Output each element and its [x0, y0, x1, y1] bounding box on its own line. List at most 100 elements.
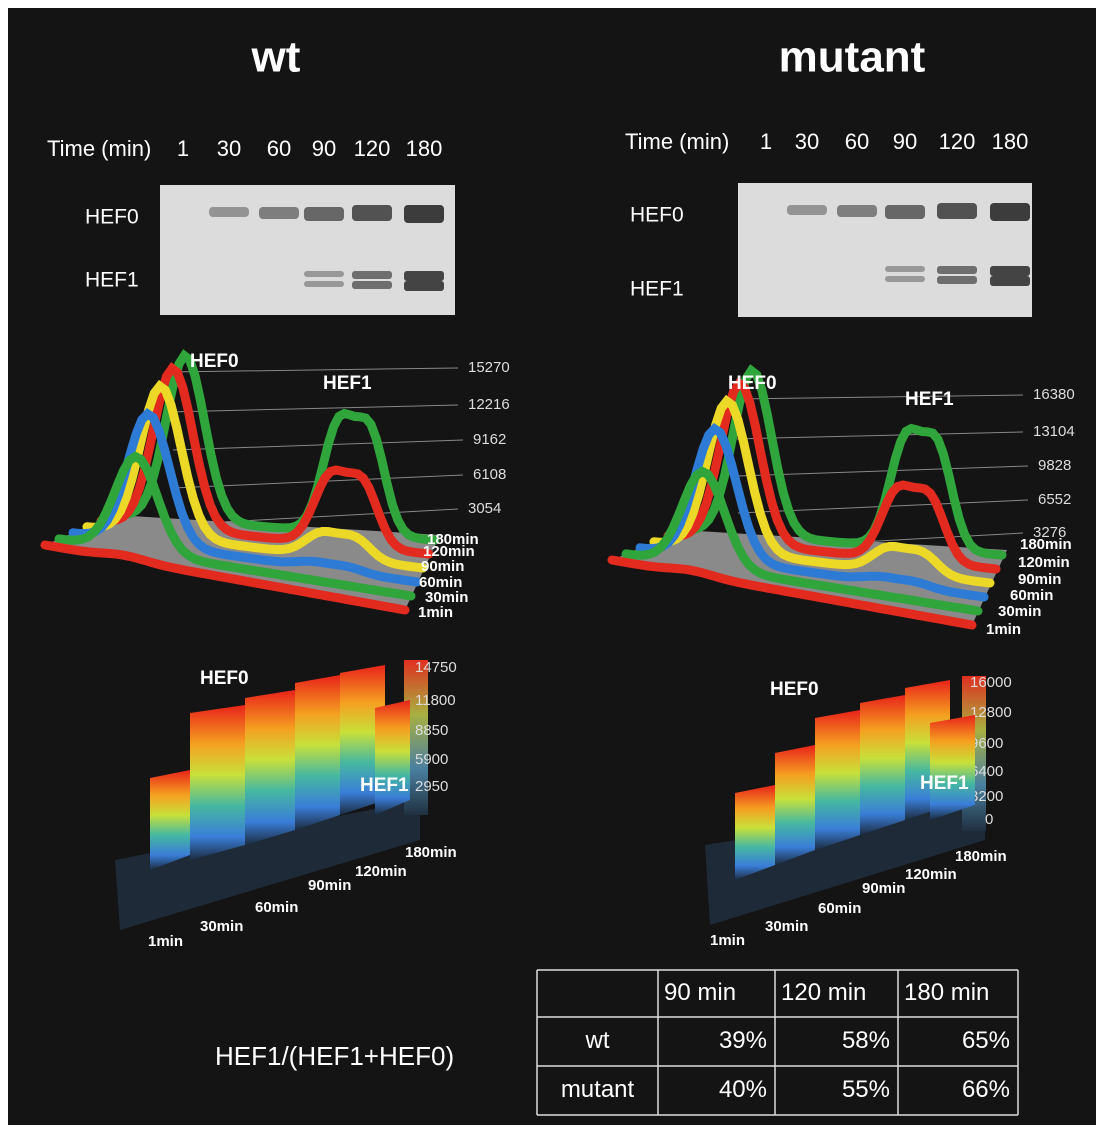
scale-label: 13104: [1033, 423, 1075, 440]
row-label: 30min: [200, 918, 243, 935]
row-label: 90min: [308, 877, 351, 894]
lane-label: 120: [939, 129, 976, 154]
row-label: 180min: [405, 844, 457, 861]
table-cell: 55%: [842, 1076, 890, 1103]
peak-label: HEF1: [920, 773, 969, 794]
gel-band: [259, 207, 299, 219]
row-label: 1min: [710, 932, 745, 949]
row-label: 120min: [1018, 554, 1070, 571]
scale-label: 6108: [473, 466, 506, 483]
surface-peak: [860, 695, 905, 835]
row-label: 60min: [1010, 587, 1053, 604]
surface-peak: [735, 785, 775, 880]
row-label: 180min: [1020, 536, 1072, 553]
panel-title: wt: [251, 33, 301, 82]
peak-label: HEF0: [770, 679, 819, 700]
surface-peak: [815, 710, 860, 850]
scale-label: 6552: [1038, 491, 1071, 508]
table-cell: 66%: [962, 1076, 1010, 1103]
row-label: 1min: [986, 621, 1021, 638]
gel-band: [352, 205, 392, 221]
gel-band: [937, 203, 977, 219]
gel-band: [404, 281, 444, 291]
surface-peak: [150, 770, 190, 870]
scale-label: 15270: [468, 359, 510, 376]
lane-label: 30: [217, 136, 241, 161]
surface-peak: [190, 705, 245, 860]
table-header: 120 min: [781, 979, 866, 1006]
peak-label: HEF0: [200, 668, 249, 689]
peak-label: HEF0: [190, 351, 239, 372]
surface-peak: [775, 745, 815, 865]
peak-label: HEF0: [728, 373, 777, 394]
gel-band: [990, 276, 1030, 286]
row-label: 60min: [255, 899, 298, 916]
lane-label: 90: [893, 129, 917, 154]
scale-label: 6400: [970, 763, 1003, 780]
scale-label: 9828: [1038, 457, 1071, 474]
band-label: HEF1: [630, 278, 684, 301]
lane-label: 120: [354, 136, 391, 161]
scale-label: 11800: [415, 692, 456, 709]
row-label: 90min: [862, 880, 905, 897]
scale-label: 5900: [415, 751, 448, 768]
gel-band: [990, 203, 1030, 221]
gel-band: [404, 205, 444, 223]
row-label: 180min: [955, 848, 1007, 865]
table-cell: 40%: [719, 1076, 767, 1103]
band-label: HEF1: [85, 269, 139, 292]
table-cell: 58%: [842, 1027, 890, 1054]
row-label: 120min: [355, 863, 407, 880]
peak-label: HEF1: [905, 389, 954, 410]
gel-band: [990, 266, 1030, 276]
scale-label: 12216: [468, 396, 510, 413]
band-label: HEF0: [630, 204, 684, 227]
lane-label: 1: [760, 129, 772, 154]
table-label: HEF1/(HEF1+HEF0): [215, 1041, 454, 1071]
gel-band: [304, 207, 344, 221]
gel-band: [304, 281, 344, 287]
lane-label: 1: [177, 136, 189, 161]
row-label: 1min: [418, 604, 453, 621]
gel-band: [352, 271, 392, 279]
row-label: 60min: [818, 900, 861, 917]
gel-band: [209, 207, 249, 217]
gel-band: [885, 205, 925, 219]
surface-peak: [245, 690, 295, 845]
scale-label: 16380: [1033, 386, 1075, 403]
scale-label: 14750: [415, 659, 457, 676]
peak-label: HEF1: [323, 373, 372, 394]
scale-label: 3054: [468, 500, 501, 517]
scale-label: 3200: [970, 788, 1003, 805]
band-label: HEF0: [85, 206, 139, 229]
scale-label: 9162: [473, 431, 506, 448]
time-label: Time (min): [47, 136, 151, 161]
gel-band: [885, 266, 925, 272]
gel-band: [787, 205, 827, 215]
lane-label: 30: [795, 129, 819, 154]
surface-peak: [930, 715, 975, 820]
gel-band: [404, 271, 444, 281]
row-label: 1min: [148, 933, 183, 950]
table-cell: 65%: [962, 1027, 1010, 1054]
scale-label: 0: [985, 811, 993, 828]
lane-label: 180: [992, 129, 1029, 154]
lane-label: 180: [406, 136, 443, 161]
table-row-label: wt: [585, 1027, 610, 1054]
table-header: 90 min: [664, 979, 736, 1006]
gel-band: [352, 281, 392, 289]
table-row-label: mutant: [561, 1076, 635, 1103]
figure: wt Time (min) 1 30 60 90 120 180 HEF0 HEF1 15270 12…: [0, 0, 1104, 1133]
gel-image: [738, 183, 1032, 317]
gel-band: [885, 276, 925, 282]
lane-label: 60: [845, 129, 869, 154]
surface-peak: [295, 675, 340, 830]
peak-label: HEF1: [360, 775, 409, 796]
gel-image: [160, 185, 455, 315]
time-label: Time (min): [625, 129, 729, 154]
panel-title: mutant: [779, 33, 926, 82]
gel-band: [937, 276, 977, 284]
gel-band: [937, 266, 977, 274]
row-label: 30min: [765, 918, 808, 935]
scale-label: 12800: [970, 704, 1012, 721]
